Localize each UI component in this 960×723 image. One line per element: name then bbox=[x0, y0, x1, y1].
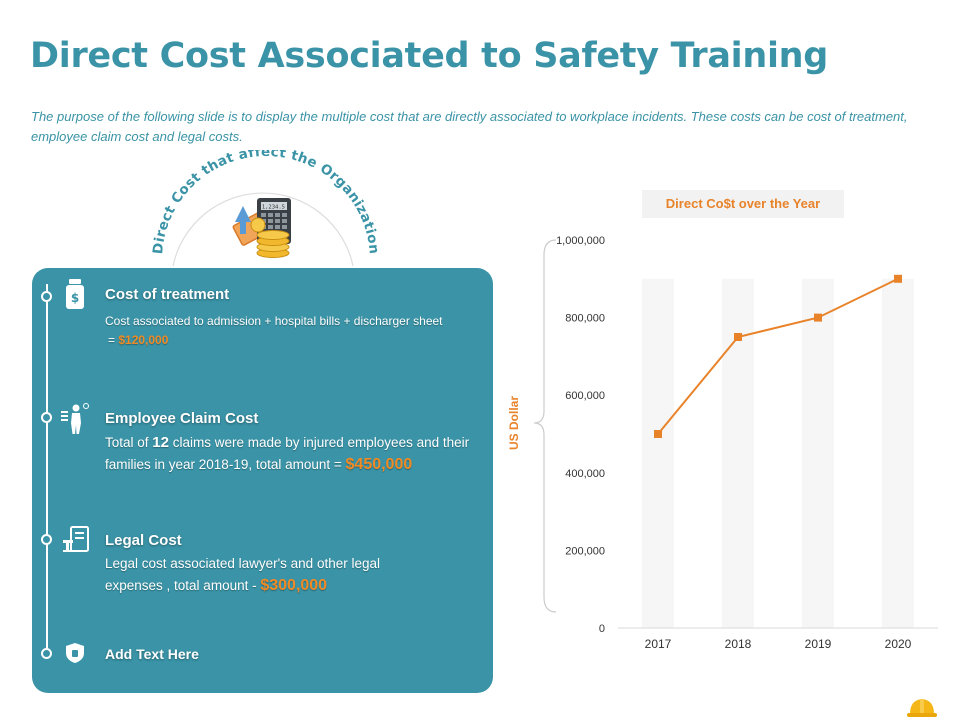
x-tick-labels: 2017 2018 2019 2020 bbox=[645, 637, 912, 651]
svg-text:$: $ bbox=[71, 291, 79, 305]
timeline-dot bbox=[41, 534, 52, 545]
treatment-amount: $120,000 bbox=[118, 333, 169, 347]
data-point-marker bbox=[894, 274, 902, 283]
y-tick-labels: 0 200,000 400,000 600,000 800,000 1,000,000 bbox=[556, 235, 605, 635]
treatment-desc-text: Cost associated to admission + hospital … bbox=[105, 314, 443, 328]
data-point-marker bbox=[814, 313, 822, 322]
y-axis-label: US Dollar bbox=[507, 396, 521, 450]
treatment-equals: = bbox=[108, 333, 119, 347]
timeline-dot bbox=[41, 412, 52, 423]
timeline-dot bbox=[41, 291, 52, 302]
item-title-add-text: Add Text Here bbox=[105, 646, 199, 662]
claim-desc-start: Total of bbox=[105, 435, 153, 450]
injured-worker-icon bbox=[60, 403, 90, 440]
claim-amount: $450,000 bbox=[345, 456, 413, 473]
x-tick-label: 2020 bbox=[885, 637, 912, 651]
y-tick-label: 400,000 bbox=[565, 468, 605, 480]
data-point-marker bbox=[654, 430, 662, 438]
item-desc-treatment: Cost associated to admission + hospital … bbox=[105, 312, 483, 350]
item-title-legal: Legal Cost bbox=[105, 532, 182, 549]
coins-stack-icon bbox=[250, 217, 290, 258]
slide-title: Direct Cost Associated to Safety Trainin… bbox=[30, 36, 829, 76]
column-band bbox=[802, 278, 834, 628]
column-band bbox=[882, 278, 914, 628]
hard-hat-icon bbox=[906, 696, 938, 723]
item-title-treatment: Cost of treatment bbox=[105, 286, 230, 303]
arc-line bbox=[172, 192, 354, 267]
item-desc-claim: Total of 12 claims were made by injured … bbox=[105, 432, 490, 476]
series-line bbox=[657, 277, 899, 435]
y-tick-label: 600,000 bbox=[565, 390, 605, 402]
y-tick-label: 200,000 bbox=[565, 545, 605, 557]
legal-amount: $300,000 bbox=[260, 577, 328, 594]
y-tick-label: 0 bbox=[599, 623, 605, 635]
medicine-bottle-icon: $ bbox=[64, 278, 86, 315]
y-tick-label: 1,000,000 bbox=[556, 235, 605, 247]
claim-count: 12 bbox=[152, 434, 169, 451]
x-tick-label: 2019 bbox=[805, 637, 832, 651]
data-point-marker bbox=[734, 333, 742, 341]
legal-document-icon bbox=[62, 526, 90, 559]
timeline-line bbox=[46, 284, 48, 656]
x-tick-label: 2018 bbox=[725, 637, 752, 651]
claim-desc-end: claims were made by injured employees an… bbox=[105, 435, 470, 472]
line-chart: US Dollar 0 200,000 400,000 600,000 800,000 1… bbox=[507, 235, 938, 651]
slide-subtitle: The purpose of the following slide is to… bbox=[31, 109, 908, 144]
column-band bbox=[642, 278, 674, 628]
column-bands bbox=[642, 278, 914, 628]
legal-desc-text: Legal cost associated lawyer's and other… bbox=[105, 556, 380, 593]
series-markers bbox=[654, 274, 902, 438]
item-title-claim: Employee Claim Cost bbox=[105, 410, 259, 427]
calculator-display: 1,234.5 bbox=[262, 205, 285, 211]
cost-items-panel bbox=[32, 268, 493, 693]
y-tick-label: 800,000 bbox=[565, 313, 605, 325]
timeline-dot bbox=[41, 648, 52, 659]
item-desc-legal: Legal cost associated lawyer's and other… bbox=[105, 553, 435, 597]
arc-graphic: Direct Cost that affect the Organization… bbox=[150, 144, 382, 267]
x-tick-label: 2017 bbox=[645, 637, 672, 651]
cost-arc-header: Direct Cost that affect the Organization… bbox=[140, 144, 390, 270]
shield-icon bbox=[65, 642, 85, 669]
column-band bbox=[722, 278, 754, 628]
y-axis-brace bbox=[533, 239, 557, 613]
chart-title: Direct Co$t over the Year bbox=[642, 190, 844, 218]
